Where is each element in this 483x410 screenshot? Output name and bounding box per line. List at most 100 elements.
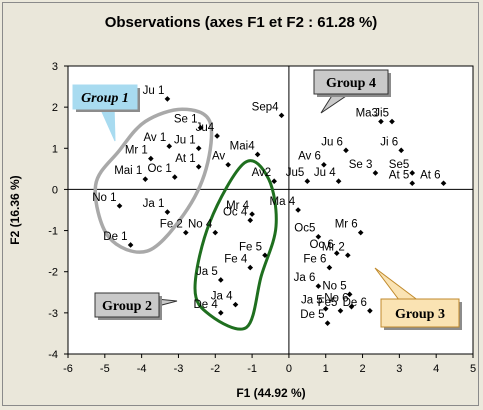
data-point [249, 211, 255, 217]
data-point [217, 277, 224, 283]
data-point [195, 145, 202, 152]
y-tick-label: -1 [48, 226, 58, 238]
data-point-label: At 6 [420, 169, 440, 181]
x-tick-label: 5 [470, 363, 476, 375]
data-point [343, 147, 349, 154]
y-axis-title: F2 (16.36 %) [8, 175, 22, 244]
x-tick-label: -1 [247, 363, 257, 375]
y-axis-ticks: -4 -3 -2 -1 0 1 2 3 [48, 61, 68, 361]
data-point [324, 320, 331, 326]
data-point [333, 250, 340, 256]
data-point-label: Oc 4 [223, 206, 248, 218]
data-point-label: De 6 [343, 297, 367, 309]
data-point-label: Mr 6 [335, 219, 358, 231]
data-point [197, 124, 204, 131]
data-point [148, 155, 154, 162]
data-point-label: Fe 6 [303, 254, 326, 266]
data-point [247, 217, 254, 224]
data-point [409, 180, 416, 187]
data-point [195, 164, 202, 170]
x-tick-label: -2 [210, 363, 220, 375]
x-tick-label: -6 [63, 363, 73, 375]
data-point [232, 301, 239, 308]
data-point [214, 133, 220, 139]
data-point [183, 229, 189, 236]
data-point-label: No 5 [322, 280, 346, 292]
data-point-label: Fe5 [318, 297, 338, 309]
data-point-label: Oc 1 [147, 163, 171, 175]
data-point-label: Av2 [252, 167, 272, 179]
data-point [304, 178, 311, 184]
y-tick-label: -2 [48, 267, 58, 279]
x-tick-label: 1 [323, 363, 329, 375]
data-point [271, 178, 277, 184]
data-point [321, 161, 327, 168]
data-point [278, 112, 285, 119]
data-point-label: No 6 [324, 293, 348, 305]
data-point-label: Ja 5 [301, 295, 323, 307]
data-point [409, 170, 416, 176]
x-tick-label: -3 [174, 363, 184, 375]
data-point [295, 207, 301, 213]
data-point-label: Ju 6 [321, 136, 343, 148]
data-point-label: Ja 6 [294, 272, 316, 284]
x-tick-label: 2 [359, 363, 365, 375]
data-point-label: Ja 4 [211, 291, 233, 303]
data-point [164, 209, 171, 215]
data-point-label: Ma 4 [270, 196, 296, 208]
data-point-label: Oc 6 [309, 239, 333, 251]
x-tick-label: 4 [433, 363, 439, 375]
data-point-label: Se 3 [349, 159, 373, 171]
group-2-outline [193, 159, 278, 331]
data-point [315, 283, 322, 289]
data-point-label: Ja 1 [143, 198, 165, 210]
y-tick-label: 0 [52, 184, 58, 196]
x-tick-label: -4 [137, 363, 147, 375]
data-point-label: Mr 1 [125, 145, 148, 157]
data-point [346, 291, 353, 298]
group-outlines [93, 107, 278, 331]
data-point-label: No 1 [92, 192, 116, 204]
chart-title: Observations (axes F1 et F2 : 61.28 %) [105, 14, 378, 31]
data-point-label: Ji 6 [380, 136, 398, 148]
data-point [127, 242, 134, 248]
data-point-label: At 1 [175, 153, 195, 165]
data-point-label: Av [212, 151, 225, 163]
data-point-label: Ju5 [286, 167, 305, 179]
data-point [247, 264, 254, 271]
data-point-label: Ma3 [356, 108, 378, 120]
data-point [164, 96, 171, 102]
data-point [337, 308, 344, 314]
data-point [254, 151, 261, 158]
y-tick-label: -4 [48, 349, 58, 361]
data-point [335, 178, 342, 184]
data-point [142, 176, 149, 182]
data-point [440, 180, 447, 187]
data-point [389, 118, 395, 125]
data-point [116, 203, 123, 209]
data-point [262, 252, 268, 259]
data-point-label: Ja 5 [196, 266, 218, 278]
x-tick-label: -5 [100, 363, 110, 375]
data-point-label: Fe 2 [160, 219, 183, 231]
data-point [372, 170, 379, 176]
y-tick-label: -3 [48, 308, 58, 320]
data-point [326, 264, 333, 271]
group-callout-label: Group 4 [326, 76, 376, 91]
data-point-label: De 4 [193, 299, 218, 311]
data-point-label: Mr 2 [322, 241, 345, 253]
data-point [322, 305, 329, 312]
data-points: Ju 1 Se 1 Ju 1 Av 1Mr 1 At 1 Mai 1 Oc 1 No 1 Ja … [92, 85, 447, 326]
group-1-callout: Group 1 [72, 84, 140, 142]
data-point-label: Oc5 [294, 223, 315, 235]
group-callout-label: Group 2 [102, 299, 152, 314]
data-point [367, 308, 373, 314]
group-callout-label: Group 1 [81, 91, 129, 106]
data-point [345, 252, 351, 259]
data-point-label: Mai4 [230, 140, 256, 152]
data-point-label: De 5 [300, 309, 324, 321]
data-point [348, 303, 355, 310]
group-1-outline [93, 107, 214, 254]
data-point [217, 310, 224, 316]
data-point [166, 143, 173, 150]
